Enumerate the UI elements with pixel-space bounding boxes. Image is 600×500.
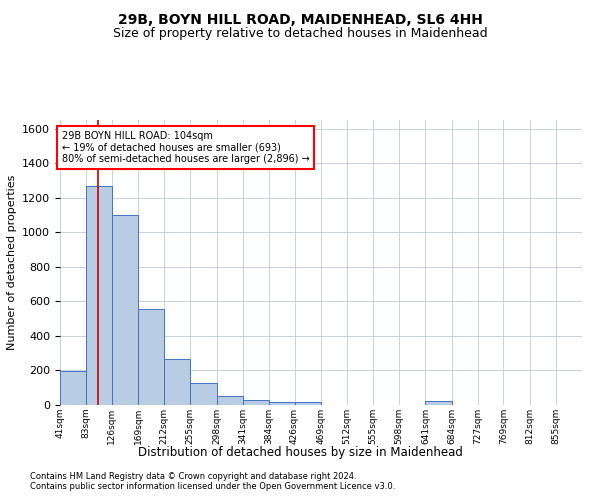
Bar — [164, 359, 190, 405]
Bar — [138, 309, 164, 405]
Bar — [190, 384, 217, 405]
Text: 29B BOYN HILL ROAD: 104sqm
← 19% of detached houses are smaller (693)
80% of sem: 29B BOYN HILL ROAD: 104sqm ← 19% of deta… — [62, 131, 310, 164]
Y-axis label: Number of detached properties: Number of detached properties — [7, 175, 17, 350]
Bar — [217, 396, 243, 405]
Bar — [60, 371, 86, 405]
Bar — [86, 186, 112, 405]
Bar — [112, 215, 138, 405]
Text: 29B, BOYN HILL ROAD, MAIDENHEAD, SL6 4HH: 29B, BOYN HILL ROAD, MAIDENHEAD, SL6 4HH — [118, 12, 482, 26]
Bar — [295, 402, 320, 405]
Bar — [269, 402, 295, 405]
Text: Size of property relative to detached houses in Maidenhead: Size of property relative to detached ho… — [113, 28, 487, 40]
Bar — [243, 400, 269, 405]
Text: Contains public sector information licensed under the Open Government Licence v3: Contains public sector information licen… — [30, 482, 395, 491]
Bar — [425, 400, 452, 405]
Text: Contains HM Land Registry data © Crown copyright and database right 2024.: Contains HM Land Registry data © Crown c… — [30, 472, 356, 481]
Text: Distribution of detached houses by size in Maidenhead: Distribution of detached houses by size … — [137, 446, 463, 459]
